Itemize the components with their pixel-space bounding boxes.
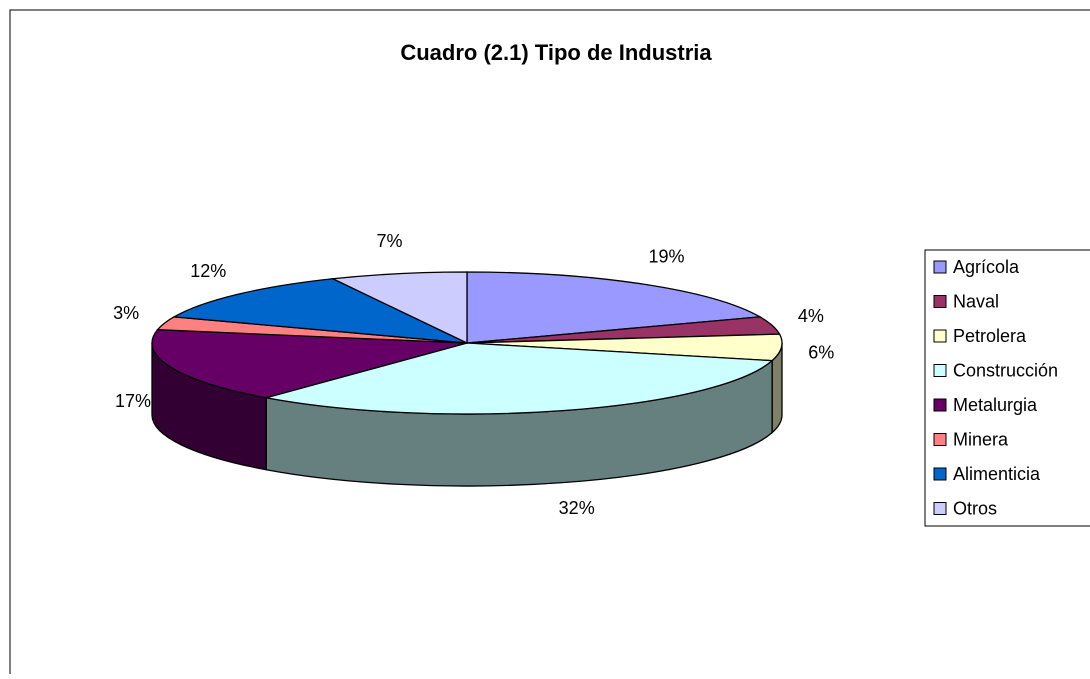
pie-slice <box>151 329 468 399</box>
pie-slice <box>171 278 468 344</box>
legend-label: Naval <box>953 291 999 311</box>
data-label: 6% <box>808 343 834 363</box>
data-label: 4% <box>798 306 824 326</box>
legend-label: Agrícola <box>953 257 1020 277</box>
legend-swatch <box>933 329 947 343</box>
legend-label: Construcción <box>953 360 1058 380</box>
legend-label: Petrolera <box>953 326 1027 346</box>
data-label: 12% <box>190 261 226 281</box>
legend-label: Otros <box>953 498 997 518</box>
legend-label: Alimenticia <box>953 464 1041 484</box>
legend-swatch <box>933 502 947 515</box>
data-label: 19% <box>649 247 685 267</box>
pie-slice <box>330 271 468 345</box>
legend-swatch <box>933 398 947 412</box>
pie-slice <box>466 271 763 344</box>
data-label: 7% <box>377 231 403 251</box>
legend-swatch <box>933 433 947 446</box>
legend-swatch <box>933 260 947 274</box>
pie-slice <box>266 342 774 415</box>
chart-title: Cuadro (2.1) Tipo de Industria <box>400 40 712 65</box>
data-label: 32% <box>559 498 595 518</box>
data-label: 3% <box>113 303 139 323</box>
legend-swatch <box>933 364 947 377</box>
legend-box <box>924 249 1090 527</box>
legend-label: Minera <box>953 429 1009 449</box>
legend-label: Metalurgia <box>953 395 1038 415</box>
legend-swatch <box>933 467 947 481</box>
legend-swatch <box>933 295 947 308</box>
data-label: 17% <box>115 391 151 411</box>
